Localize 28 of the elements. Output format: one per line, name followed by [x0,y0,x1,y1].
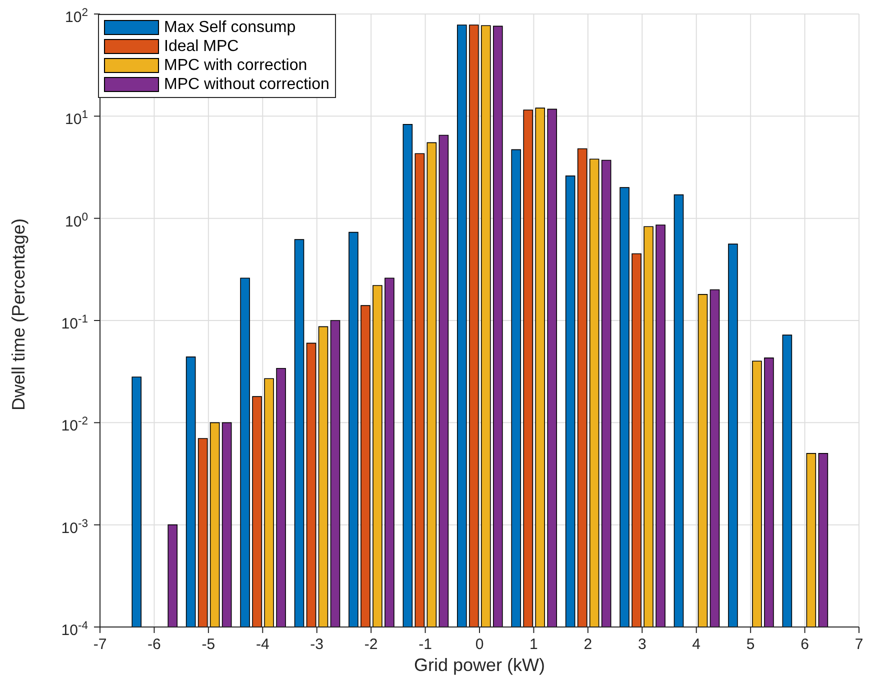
legend-label: MPC with correction [164,56,308,75]
x-tick-label: 6 [800,636,809,653]
legend-label: MPC without correction [164,75,330,94]
legend-label: Max Self consump [164,18,296,37]
x-tick-label: 3 [638,636,646,653]
x-tick-label: -3 [310,636,324,653]
x-tick-label: -2 [364,636,378,653]
x-tick-label: 5 [746,636,755,653]
y-tick-label: 10$^{-3}$ [61,518,88,537]
x-tick-label: -6 [148,636,161,653]
y-tick-label: 10$^{0}$ [65,211,88,230]
y-tick-label: 10$^{-2}$ [61,416,88,435]
x-tick-label: -4 [256,636,270,653]
x-axis-title: Grid power (kW) [414,655,546,675]
y-tick-label: 10$^{2}$ [65,7,88,26]
y-tick-label: 10$^{1}$ [65,109,88,128]
x-tick-label: -1 [418,636,432,653]
y-tick-label: 10$^{-1}$ [61,314,88,332]
x-tick-label: -7 [93,636,107,653]
x-tick-label: 2 [584,636,592,653]
x-tick-label: 4 [692,636,701,653]
y-tick-label: 10$^{-4}$ [61,620,88,639]
y-axis-title: Dwell time (Percentage) [8,218,28,410]
legend-label: Ideal MPC [164,37,239,56]
x-tick-label: -5 [202,636,216,653]
x-tick-label: 0 [475,636,484,653]
x-tick-label: 1 [530,636,538,653]
x-tick-label: 7 [854,636,864,653]
